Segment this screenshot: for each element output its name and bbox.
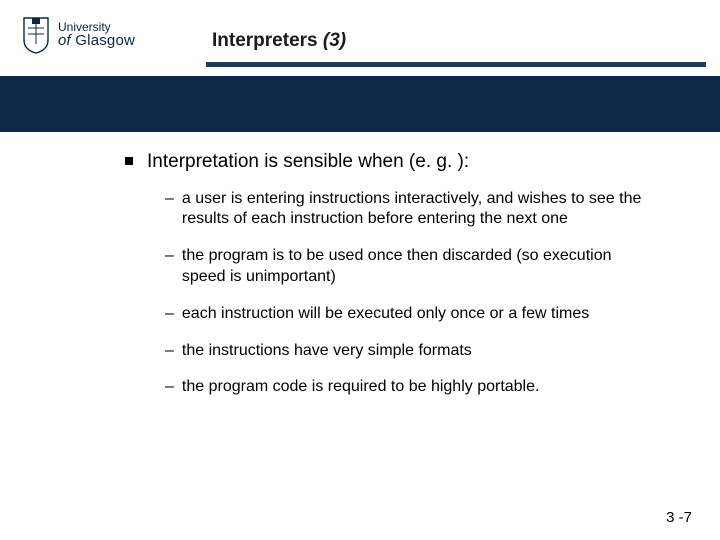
shield-icon [22, 16, 50, 54]
sub-item-text: each instruction will be executed only o… [182, 304, 589, 325]
slide-header: University of Glasgow Interpreters (3) [0, 0, 720, 76]
title-number: (3) [323, 30, 346, 51]
title-main: Interpreters [212, 30, 323, 51]
sub-item-text: a user is entering instructions interact… [182, 189, 655, 231]
square-bullet-icon [125, 157, 133, 165]
list-item: – each instruction will be executed only… [165, 304, 655, 325]
dash-icon: – [165, 246, 174, 267]
slide-number: 3 -7 [666, 509, 692, 526]
slide-title: Interpreters (3) [212, 30, 346, 52]
list-item: – the instructions have very simple form… [165, 341, 655, 362]
dash-icon: – [165, 189, 174, 210]
header-rule [206, 62, 706, 67]
dash-icon: – [165, 304, 174, 325]
dash-icon: – [165, 377, 174, 398]
slide-content: Interpretation is sensible when (e. g. )… [125, 150, 655, 414]
title-area: Interpreters (3) [212, 30, 346, 52]
list-item: – the program code is required to be hig… [165, 377, 655, 398]
sub-item-text: the instructions have very simple format… [182, 341, 472, 362]
main-bullet: Interpretation is sensible when (e. g. )… [125, 150, 655, 175]
sub-bullet-list: – a user is entering instructions intera… [165, 189, 655, 399]
list-item: – the program is to be used once then di… [165, 246, 655, 288]
blue-band [0, 76, 720, 132]
logo-line2: of Glasgow [58, 33, 135, 49]
logo-text: University of Glasgow [58, 21, 135, 49]
list-item: – a user is entering instructions intera… [165, 189, 655, 231]
dash-icon: – [165, 341, 174, 362]
sub-item-text: the program is to be used once then disc… [182, 246, 655, 288]
main-bullet-text: Interpretation is sensible when (e. g. )… [147, 150, 469, 175]
sub-item-text: the program code is required to be highl… [182, 377, 540, 398]
university-logo: University of Glasgow [22, 16, 135, 54]
